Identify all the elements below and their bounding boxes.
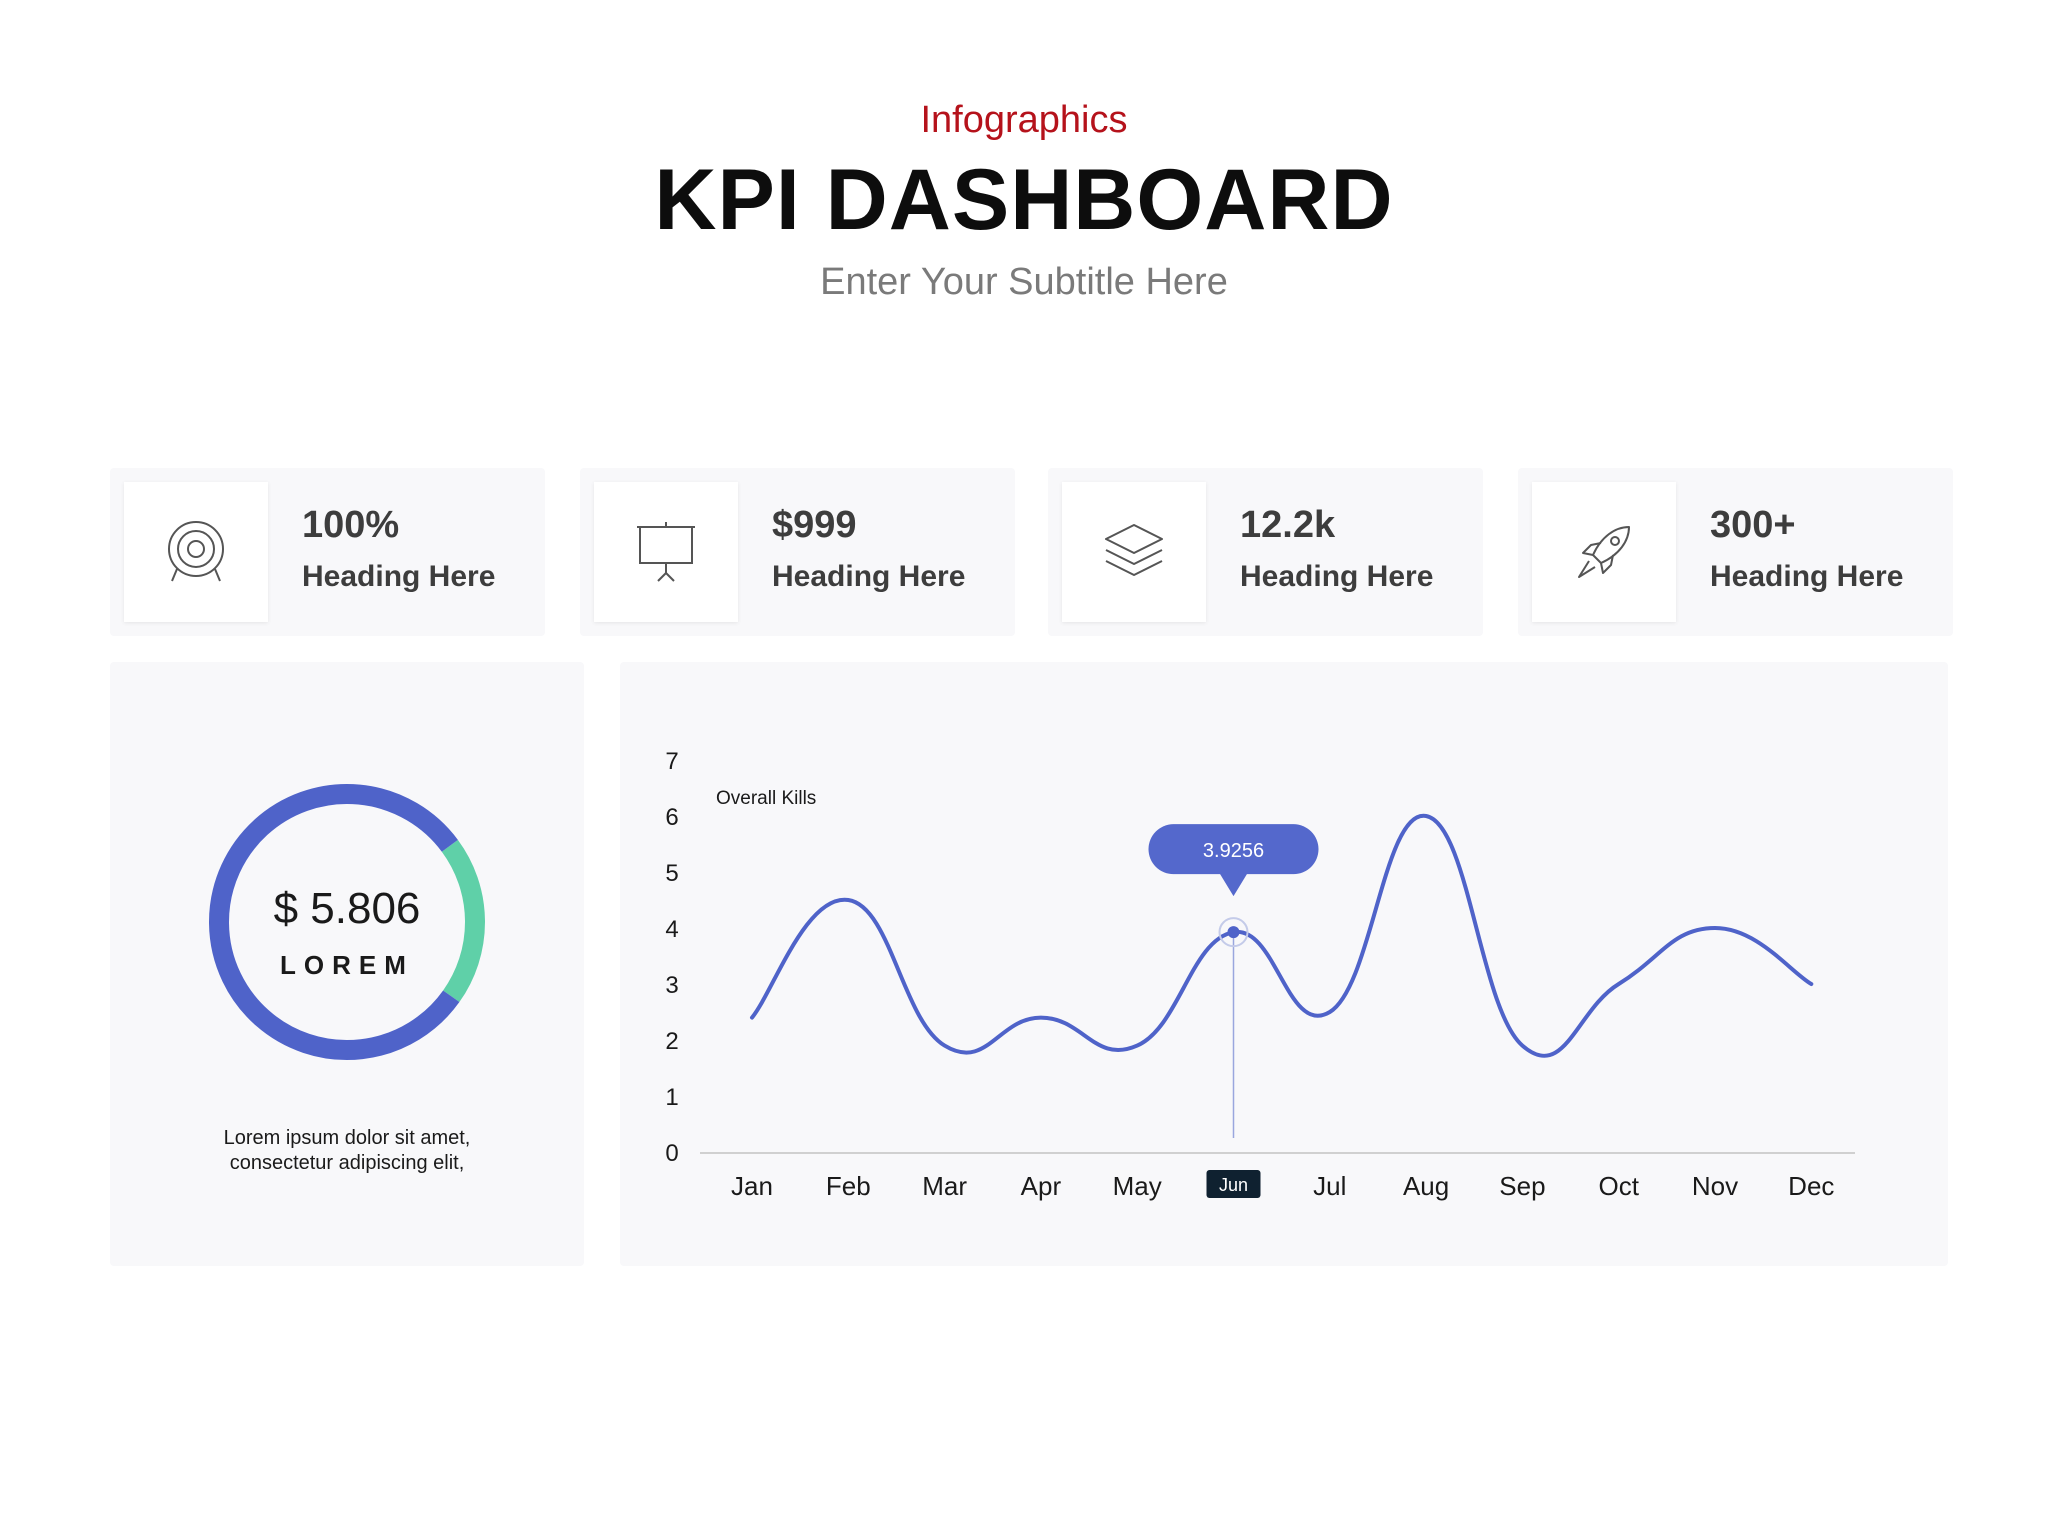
page-subtitle: Enter Your Subtitle Here: [820, 261, 1228, 303]
y-tick-label: 7: [665, 748, 678, 775]
x-tick-label: Apr: [1021, 1171, 1062, 1201]
donut-description: Lorem ipsum dolor sit amet, consectetur …: [110, 1126, 584, 1176]
x-tick-label: May: [1113, 1171, 1162, 1201]
kpi-value: 12.2k: [1240, 504, 1336, 546]
donut-segment: [441, 839, 485, 1003]
kpi-heading: Heading Here: [772, 560, 966, 593]
x-tick-label: Jan: [731, 1171, 773, 1201]
y-tick-label: 4: [665, 916, 678, 943]
tooltip-bubble: [1148, 824, 1319, 875]
kpi-icon-box: [1532, 482, 1676, 622]
x-tick-highlight: [1206, 1170, 1261, 1198]
x-tick-label: Mar: [922, 1171, 967, 1201]
kpi-heading: Heading Here: [1240, 560, 1434, 593]
line-chart: 0 1 2 3 4 5 6 7 Overall Kills 3.9256 Jan Feb Mar Apr M…: [665, 748, 1855, 1201]
y-tick-label: 1: [665, 1084, 678, 1111]
page-title: KPI DASHBOARD: [654, 152, 1394, 248]
y-tick-label: 3: [665, 972, 678, 999]
presentation-board-icon: [637, 522, 695, 582]
donut-description-line: Lorem ipsum dolor sit amet,: [223, 1127, 471, 1149]
tooltip-pointer: [1219, 873, 1248, 897]
donut-value: $ 5.806: [273, 884, 421, 933]
kpi-card-4: 300+ Heading Here: [1518, 468, 1953, 636]
x-tick-label: Nov: [1692, 1171, 1738, 1201]
x-tick-label: Jun: [1219, 1175, 1248, 1195]
kpi-icon-box: [594, 482, 738, 622]
donut-description-line: consectetur adipiscing elit,: [229, 1152, 465, 1174]
donut-segment: [209, 784, 460, 1060]
donut-label: LOREM: [280, 950, 414, 980]
highlight-ring: [1218, 917, 1249, 948]
y-tick-label: 0: [665, 1140, 678, 1167]
y-tick-label: 5: [665, 860, 678, 887]
y-tick-label: 6: [665, 804, 678, 831]
kpi-card-1: 100% Heading Here: [110, 468, 545, 636]
x-tick-label: Oct: [1598, 1171, 1639, 1201]
kpi-icon-box: [124, 482, 268, 622]
donut-panel: $ 5.806 LOREM Lorem ipsum dolor sit amet…: [110, 662, 584, 1266]
tooltip-value: 3.9256: [1203, 840, 1264, 862]
y-tick-label: 2: [665, 1028, 678, 1055]
kpi-icon-box: [1062, 482, 1206, 622]
header: Infographics KPI DASHBOARD Enter Your Su…: [0, 96, 2048, 306]
x-tick-label: Sep: [1499, 1171, 1545, 1201]
kpi-value: 100%: [302, 504, 400, 546]
kpi-card-3: 12.2k Heading Here: [1048, 468, 1483, 636]
kpi-value: 300+: [1710, 504, 1796, 546]
target-icon: [168, 521, 224, 582]
kpi-value: $999: [772, 504, 857, 546]
eyebrow-title: Infographics: [920, 99, 1128, 141]
line-chart-panel: 0 1 2 3 4 5 6 7 Overall Kills 3.9256 Jan Feb Mar Apr M…: [620, 662, 1948, 1266]
x-tick-label: Dec: [1788, 1171, 1834, 1201]
x-tick-label: Feb: [826, 1171, 871, 1201]
kpi-heading: Heading Here: [1710, 560, 1904, 593]
x-tick-label: Aug: [1403, 1171, 1449, 1201]
series-name-label: Overall Kills: [716, 788, 816, 809]
x-tick-label: Jul: [1313, 1171, 1346, 1201]
rocket-icon: [1578, 526, 1630, 578]
layers-icon: [1105, 524, 1163, 576]
kpi-heading: Heading Here: [302, 560, 496, 593]
kpi-card-2: $999 Heading Here: [580, 468, 1015, 636]
series-line: [750, 813, 1814, 1058]
donut-chart: [209, 784, 485, 1060]
data-point[interactable]: [1227, 926, 1240, 939]
